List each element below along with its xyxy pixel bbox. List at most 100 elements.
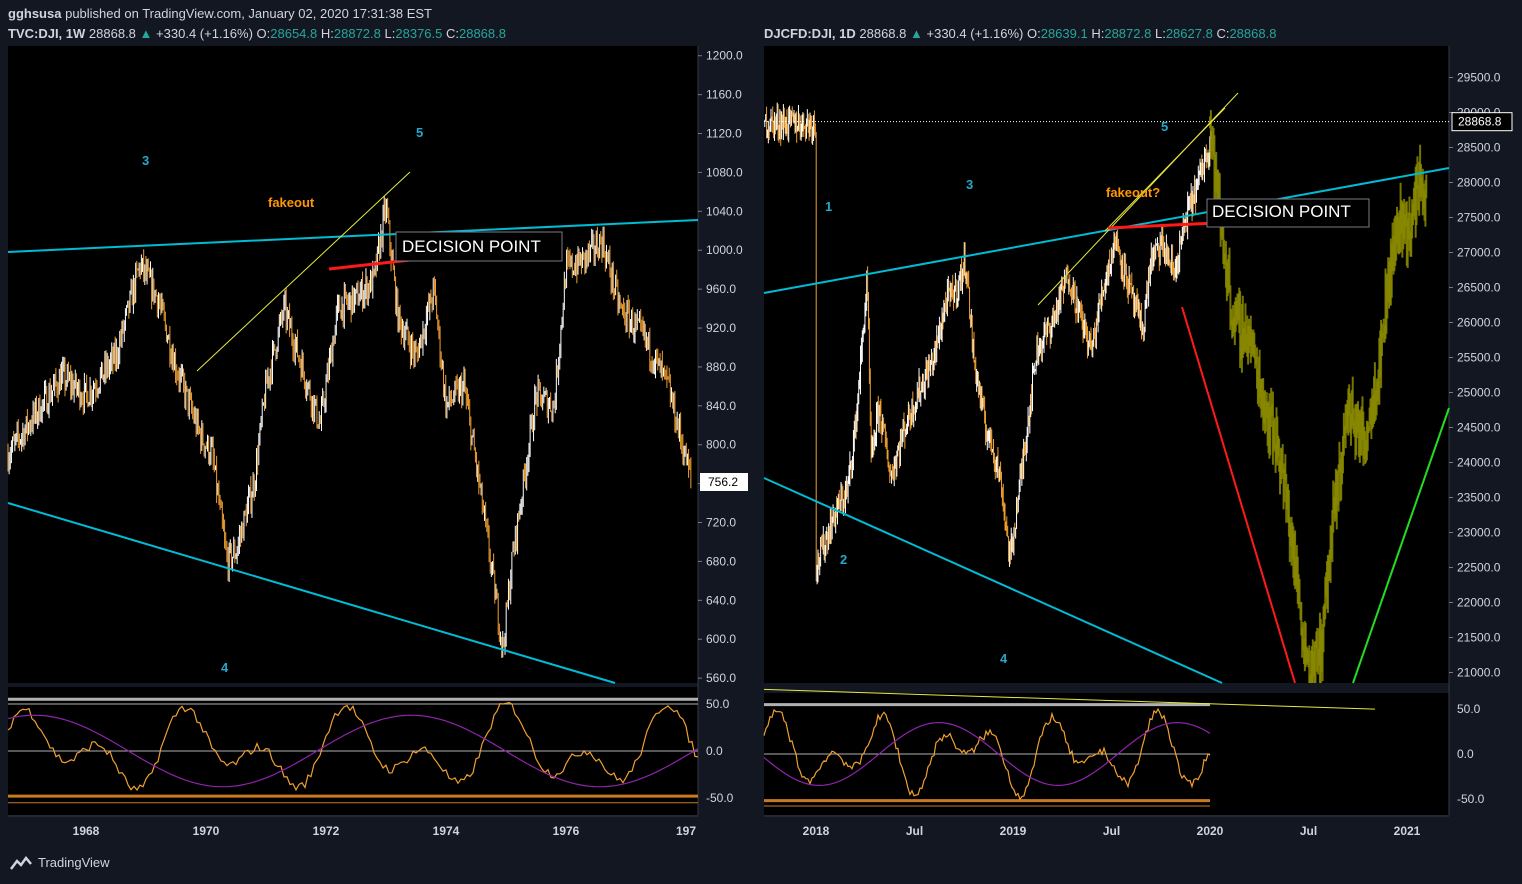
indicator-tick-label: -50.0 bbox=[706, 791, 734, 805]
author-name[interactable]: gghsusa bbox=[8, 6, 62, 21]
y-tick-label: 1120.0 bbox=[706, 127, 742, 141]
price-axis-1 bbox=[698, 46, 754, 815]
symbol-name: TVC:DJI, 1W bbox=[8, 26, 86, 41]
tradingview-brand[interactable]: TradingView bbox=[10, 855, 110, 870]
wave-label-3: 3 bbox=[966, 177, 973, 192]
open-value: 28654.8 bbox=[270, 26, 318, 41]
y-tick-label: 560.0 bbox=[706, 671, 736, 685]
close-value: 28868.8 bbox=[458, 26, 506, 41]
indicator-tick-label: 50.0 bbox=[1457, 702, 1481, 716]
y-tick-label: 27500.0 bbox=[1457, 211, 1501, 225]
x-tick-label: 197 bbox=[676, 824, 696, 838]
wave-label-5: 5 bbox=[416, 125, 423, 140]
x-tick-label: 1972 bbox=[313, 824, 340, 838]
y-tick-label: 920.0 bbox=[706, 321, 736, 335]
last-price-tag-label: 28868.8 bbox=[1458, 115, 1502, 129]
y-tick-label: 840.0 bbox=[706, 399, 736, 413]
price-change: +330.4 (+1.16%) bbox=[926, 26, 1024, 41]
x-tick-label: 2020 bbox=[1197, 824, 1224, 838]
symbol-header-left: TVC:DJI, 1W 28868.8 ▲ +330.4 (+1.16%) O:… bbox=[8, 26, 506, 41]
y-tick-label: 24500.0 bbox=[1457, 421, 1501, 435]
y-tick-label: 23000.0 bbox=[1457, 526, 1501, 540]
signal-line bbox=[763, 722, 1211, 786]
last-price-tag bbox=[1451, 112, 1513, 132]
fakeout-label: fakeout? bbox=[1106, 185, 1160, 200]
indicator-tick-label: 0.0 bbox=[1457, 747, 1474, 761]
high-value: 28872.8 bbox=[1104, 26, 1152, 41]
decision-box bbox=[395, 231, 563, 262]
upper-trendline bbox=[7, 219, 699, 253]
price-axis-2 bbox=[1449, 46, 1511, 815]
last-price-tag bbox=[700, 473, 748, 491]
wave-trendline bbox=[196, 171, 411, 372]
red-projection-line bbox=[1181, 306, 1296, 684]
last-price-tag-label: 756.2 bbox=[708, 475, 738, 489]
y-tick-label: 22000.0 bbox=[1457, 596, 1501, 610]
wave-trendline-upper bbox=[1104, 107, 1226, 232]
up-arrow-icon: ▲ bbox=[139, 26, 153, 41]
y-tick-label: 23500.0 bbox=[1457, 491, 1501, 505]
y-tick-label: 1200.0 bbox=[706, 49, 743, 63]
projection-candles bbox=[1209, 110, 1428, 683]
publish-header: gghsusa published on TradingView.com, Ja… bbox=[8, 6, 432, 21]
last-price: 28868.8 bbox=[88, 26, 136, 41]
x-tick-label: 2018 bbox=[803, 824, 830, 838]
decision-label: DECISION POINT bbox=[402, 237, 541, 256]
y-tick-label: 720.0 bbox=[706, 516, 736, 530]
price-change: +330.4 (+1.16%) bbox=[156, 26, 253, 41]
y-tick-label: 1040.0 bbox=[706, 204, 743, 218]
wave-label-4: 4 bbox=[221, 660, 229, 675]
wave-label-4: 4 bbox=[1000, 651, 1008, 666]
y-tick-label: 25000.0 bbox=[1457, 386, 1501, 400]
lower-trendline bbox=[763, 477, 1223, 684]
y-tick-label: 26000.0 bbox=[1457, 316, 1501, 330]
stochastic-line bbox=[7, 701, 699, 792]
y-tick-label: 600.0 bbox=[706, 632, 736, 646]
low-value: 28627.8 bbox=[1165, 26, 1213, 41]
y-tick-label: 960.0 bbox=[706, 282, 736, 296]
x-tick-label: 1976 bbox=[553, 824, 580, 838]
x-tick-label: 2019 bbox=[1000, 824, 1027, 838]
brand-label: TradingView bbox=[38, 855, 110, 870]
indicator-tick-label: 0.0 bbox=[706, 744, 723, 758]
y-tick-label: 21000.0 bbox=[1457, 666, 1501, 680]
last-price: 28868.8 bbox=[859, 26, 907, 41]
x-tick-label: 2021 bbox=[1394, 824, 1421, 838]
x-tick-label: Jul bbox=[906, 824, 923, 838]
up-arrow-icon: ▲ bbox=[910, 26, 923, 41]
y-tick-label: 880.0 bbox=[706, 360, 736, 374]
wave-label-3: 3 bbox=[142, 153, 149, 168]
low-value: 28376.5 bbox=[395, 26, 443, 41]
green-projection-line bbox=[1352, 407, 1450, 684]
decision-label: DECISION POINT bbox=[1212, 202, 1351, 221]
symbol-header-right: DJCFD:DJI, 1D 28868.8 ▲ +330.4 (+1.16%) … bbox=[764, 26, 1277, 41]
price-pane-1 bbox=[8, 46, 698, 683]
high-value: 28872.8 bbox=[333, 26, 381, 41]
open-value: 28639.1 bbox=[1040, 26, 1088, 41]
publish-info: published on TradingView.com, January 02… bbox=[65, 6, 432, 21]
y-tick-label: 640.0 bbox=[706, 593, 736, 607]
close-value: 28868.8 bbox=[1229, 26, 1277, 41]
wave-label-1: 1 bbox=[825, 199, 832, 214]
y-tick-label: 28500.0 bbox=[1457, 141, 1501, 155]
upper-trendline bbox=[763, 167, 1450, 294]
wave-label-5: 5 bbox=[1161, 119, 1168, 134]
y-tick-label: 1160.0 bbox=[706, 88, 742, 102]
price-pane-2 bbox=[764, 46, 1449, 683]
lower-trendline bbox=[7, 502, 616, 684]
y-tick-label: 26500.0 bbox=[1457, 281, 1501, 295]
x-tick-label: 1970 bbox=[193, 824, 220, 838]
fakeout-label: fakeout bbox=[268, 195, 315, 210]
x-tick-label: 1968 bbox=[73, 824, 100, 838]
decision-box bbox=[1206, 198, 1370, 228]
x-tick-label: 1974 bbox=[433, 824, 460, 838]
signal-line bbox=[7, 714, 699, 788]
x-tick-label: Jul bbox=[1103, 824, 1120, 838]
y-tick-label: 22500.0 bbox=[1457, 561, 1501, 575]
y-tick-label: 800.0 bbox=[706, 438, 736, 452]
y-tick-label: 21500.0 bbox=[1457, 631, 1501, 645]
indicator-tick-label: -50.0 bbox=[1457, 792, 1485, 806]
stochastic-line bbox=[763, 707, 1211, 801]
y-tick-label: 1080.0 bbox=[706, 165, 743, 179]
